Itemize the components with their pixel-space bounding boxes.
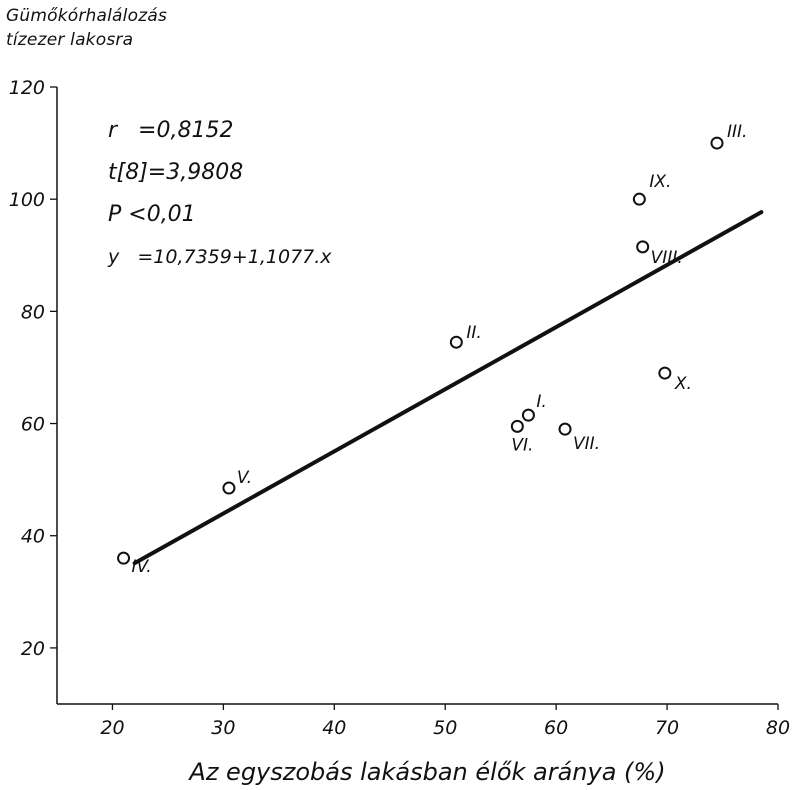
y-tick-label: 60 (21, 414, 45, 436)
data-point-label: II. (466, 323, 481, 343)
data-point (449, 335, 463, 349)
stat-r: r =0,8152 (108, 118, 234, 143)
stat-t: t[8]=3,9808 (108, 160, 244, 185)
data-point (636, 240, 650, 254)
stat-equation: y =10,7359+1,1077.x (108, 246, 332, 268)
data-point-label: III. (727, 122, 747, 142)
x-tick-label: 50 (433, 717, 457, 739)
x-axis-label: Az egyszobás lakásban élők aránya (%) (187, 758, 665, 786)
data-point (222, 481, 236, 495)
data-point (558, 422, 572, 436)
data-point-label: I. (536, 392, 546, 412)
x-tick-label: 30 (211, 717, 235, 739)
y-axis-label-line2: tízezer lakosra (6, 30, 134, 50)
data-point (117, 551, 131, 565)
data-point-label: IV. (132, 557, 152, 577)
data-point (632, 192, 646, 206)
data-point-label: V. (237, 468, 252, 488)
data-point-label: VIII. (651, 248, 683, 268)
data-point-label: VI. (511, 435, 533, 455)
y-tick-label: 80 (21, 301, 45, 323)
y-tick-label: 100 (9, 189, 45, 211)
data-point (510, 419, 524, 433)
data-point (521, 408, 535, 422)
x-tick-label: 40 (322, 717, 346, 739)
x-tick-label: 70 (655, 717, 679, 739)
y-tick-label: 120 (9, 77, 45, 99)
data-point-label: X. (674, 374, 692, 394)
regression-line (132, 210, 764, 566)
x-tick-label: 20 (100, 717, 124, 739)
y-axis-label-line1: Gümőkórhalálozás (6, 6, 167, 26)
data-point (658, 366, 672, 380)
y-tick-label: 20 (21, 638, 45, 660)
y-tick-label: 40 (21, 526, 45, 548)
data-point-label: IX. (649, 172, 671, 192)
x-tick-label: 60 (544, 717, 568, 739)
x-tick-label: 80 (766, 717, 790, 739)
data-point (710, 136, 724, 150)
data-point-label: VII. (573, 434, 600, 454)
stat-p: P <0,01 (108, 202, 196, 227)
